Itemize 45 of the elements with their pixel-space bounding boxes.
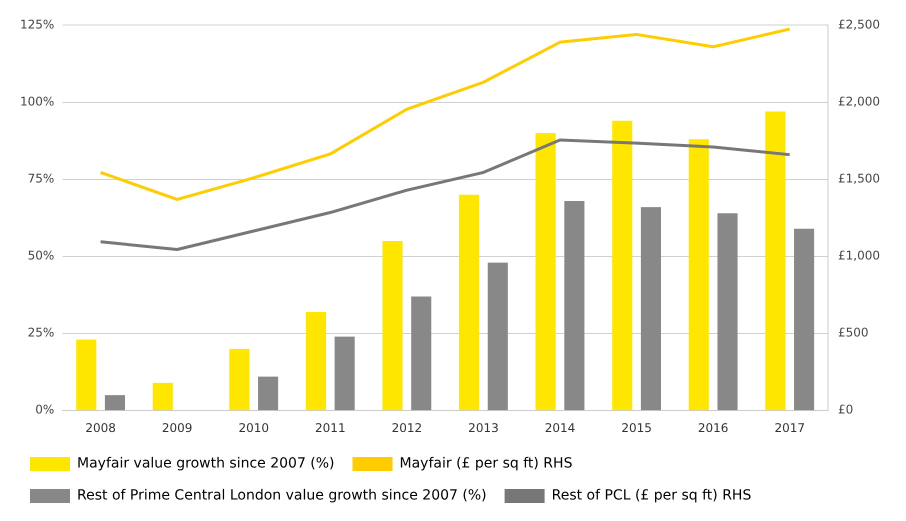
x-tick-label: 2017 [774,420,805,435]
y-tick-label: 25% [28,326,54,340]
x-tick-label: 2011 [315,420,346,435]
bar [459,194,480,410]
bar [688,139,709,410]
x-tick-label: 2008 [85,420,116,435]
bar [536,133,556,410]
legend-label: Rest of Prime Central London value growth since 2007 (%) [77,488,487,504]
x-tick-label: 2010 [238,420,270,435]
y-tick-label: 50% [28,248,54,263]
bar [717,213,738,410]
x-tick-label: 2015 [621,420,652,435]
y-tick-label: 100% [20,94,54,108]
bar [411,296,432,410]
bar [76,340,96,410]
x-tick-label: 2014 [544,420,576,435]
bar [765,112,786,410]
y2-tick-label: £1,000 [838,248,880,263]
y-tick-label: 75% [28,171,54,186]
y2-tick-label: £2,000 [838,94,880,108]
bar [612,120,632,410]
x-tick-label: 2012 [392,420,422,435]
y-tick-label: 0% [35,402,54,417]
bar [104,395,125,410]
y2-tick-label: £0 [838,402,854,417]
x-tick-label: 2009 [162,420,192,435]
legend-label: Mayfair (£ per sq ft) RHS [400,456,573,472]
bar [488,262,508,410]
x-tick-label: 2013 [468,420,499,435]
bar [306,312,326,410]
bar [640,207,661,410]
bar [794,228,814,410]
legend-label: Mayfair value growth since 2007 (%) [77,456,335,472]
bar [334,336,355,410]
bar [564,200,584,410]
bar [229,348,250,410]
y-tick-label: 125% [20,17,54,32]
y2-tick-label: £2,500 [838,17,880,32]
y2-tick-label: £500 [838,326,869,340]
x-tick-label: 2016 [698,420,728,435]
y2-tick-label: £1,500 [838,171,880,186]
bar [258,376,278,410]
legend-label: Rest of PCL (£ per sq ft) RHS [552,488,752,504]
bar [152,382,173,410]
bar [382,241,403,410]
